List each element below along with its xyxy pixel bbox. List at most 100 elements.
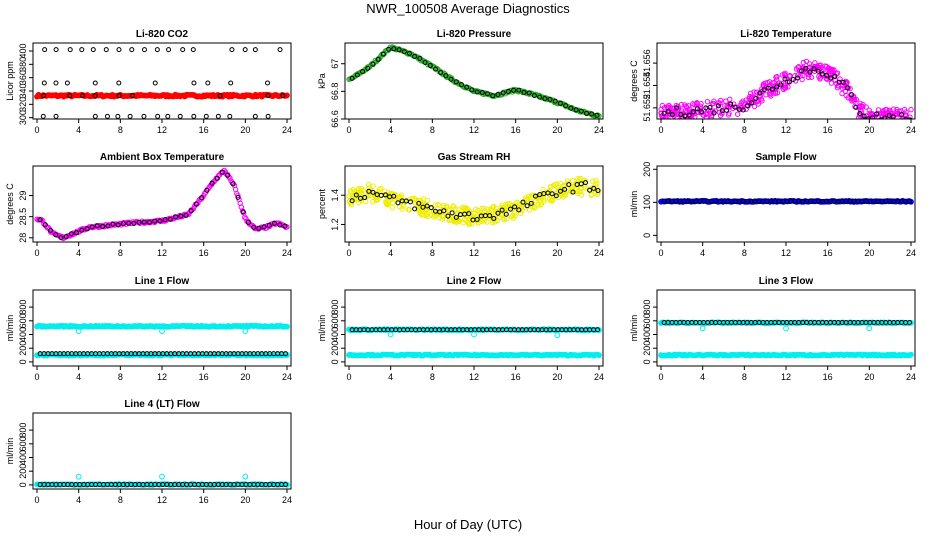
data-point (37, 217, 43, 223)
data-point (495, 91, 501, 97)
data-point (591, 185, 597, 191)
data-point (589, 178, 596, 184)
data-point (839, 90, 845, 97)
data-point (116, 47, 122, 53)
data-point (794, 75, 800, 81)
data-point (819, 71, 825, 77)
data-point (596, 113, 602, 119)
data-point (383, 199, 389, 205)
data-point (79, 227, 85, 233)
data-point (526, 207, 533, 213)
data-point (265, 93, 271, 99)
x-tick-label: 20 (240, 125, 250, 135)
y-axis-label: ml/min (5, 438, 15, 465)
data-point (227, 113, 233, 119)
data-point (90, 47, 96, 53)
data-point (724, 107, 730, 113)
data-point (191, 80, 197, 86)
x-tick-label: 16 (511, 125, 521, 135)
data-point (242, 328, 249, 334)
data-point (515, 204, 521, 211)
x-tick-label: 24 (594, 248, 604, 258)
data-point (424, 197, 431, 203)
y-tick-label: 600 (330, 313, 340, 328)
y-tick-label: 0 (18, 482, 28, 487)
data-point (177, 113, 183, 119)
data-point (48, 227, 54, 233)
data-point (757, 90, 763, 96)
data-point (365, 65, 371, 71)
data-point (350, 187, 356, 193)
x-tick-label: 4 (76, 248, 81, 258)
data-point (353, 192, 359, 198)
data-point (711, 98, 717, 104)
data-point (347, 188, 354, 194)
data-point (507, 206, 513, 212)
data-point (849, 92, 855, 98)
y-tick-label: 0 (18, 359, 28, 364)
panel-title: Li-820 CO2 (136, 29, 189, 40)
data-point (242, 473, 249, 480)
data-point (79, 47, 85, 53)
data-point (882, 120, 886, 124)
data-layer (346, 175, 602, 227)
data-point (373, 196, 380, 203)
data-point (512, 210, 518, 216)
data-point (881, 121, 885, 125)
data-point (751, 103, 758, 110)
data-point (851, 98, 857, 104)
data-point (284, 224, 290, 230)
data-point (64, 80, 70, 86)
data-point (817, 76, 823, 82)
panel-title: Line 4 (LT) Flow (124, 399, 200, 410)
data-point (190, 47, 196, 53)
data-point (380, 51, 386, 57)
data-point (432, 66, 438, 72)
data-point (880, 110, 887, 116)
data-point (824, 72, 830, 78)
x-tick-label: 8 (118, 372, 123, 382)
data-layer (34, 167, 290, 242)
data-point (860, 103, 866, 110)
data-point (68, 231, 74, 237)
y-tick-label: 51.652 (642, 94, 652, 122)
data-point (485, 91, 491, 97)
data-point (215, 113, 221, 119)
y-axis-label: Licor ppm (5, 61, 15, 101)
data-point (869, 115, 875, 119)
data-point (908, 351, 914, 358)
data-point (411, 195, 418, 202)
data-point (252, 113, 258, 119)
plot-frame (32, 412, 292, 490)
data-point (471, 210, 477, 216)
x-tick-label: 0 (658, 248, 663, 258)
y-tick-label: 200 (642, 341, 652, 356)
data-point (703, 111, 709, 118)
data-point (595, 188, 601, 194)
data-point (412, 206, 418, 212)
data-point (576, 188, 582, 195)
panel-5: Gas Stream RH percent 0 4 8 12 16 20 24 1.2 1.4 (317, 152, 604, 258)
data-point (42, 47, 48, 53)
data-point (80, 93, 86, 99)
data-point (495, 210, 501, 216)
data-point (459, 204, 466, 211)
data-point (894, 123, 898, 127)
data-point (40, 113, 46, 119)
data-point (547, 184, 554, 190)
data-point (763, 92, 769, 98)
data-point (53, 80, 59, 86)
data-point (516, 87, 522, 93)
y-tick-label: 28.5 (18, 208, 28, 226)
x-tick-label: 0 (346, 248, 351, 258)
data-point (863, 104, 869, 110)
data-point (74, 230, 80, 236)
data-point (832, 73, 838, 79)
data-point (783, 325, 789, 332)
data-point (115, 222, 121, 228)
y-tick-label: 51.656 (642, 49, 652, 77)
y-tick-label: 400 (642, 327, 652, 342)
data-point (665, 108, 671, 114)
x-tick-label: 24 (594, 372, 604, 382)
